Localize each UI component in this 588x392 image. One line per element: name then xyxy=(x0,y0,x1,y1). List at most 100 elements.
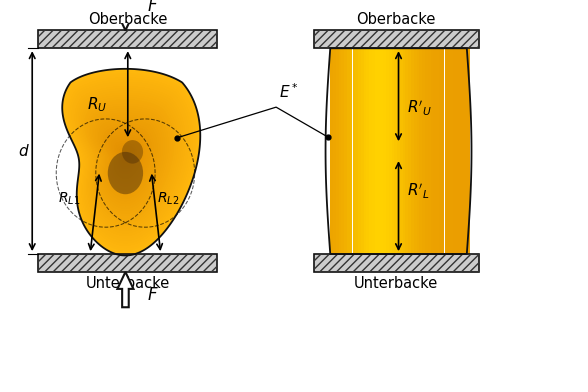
Polygon shape xyxy=(105,128,150,189)
Bar xyxy=(377,48,380,254)
Bar xyxy=(439,48,442,254)
Bar xyxy=(330,48,333,254)
Polygon shape xyxy=(78,91,182,231)
Polygon shape xyxy=(83,97,176,223)
Polygon shape xyxy=(103,126,152,191)
Polygon shape xyxy=(76,89,183,233)
Polygon shape xyxy=(97,117,159,201)
Polygon shape xyxy=(89,106,169,213)
Text: Oberbacke: Oberbacke xyxy=(88,12,168,27)
Bar xyxy=(314,31,479,48)
Polygon shape xyxy=(75,86,185,236)
Polygon shape xyxy=(118,0,133,31)
Polygon shape xyxy=(121,150,131,164)
Polygon shape xyxy=(100,122,155,196)
Text: $E^*$: $E^*$ xyxy=(279,83,299,102)
Bar xyxy=(450,48,453,254)
Bar xyxy=(453,48,456,254)
Bar xyxy=(459,48,461,254)
Polygon shape xyxy=(92,111,165,209)
Bar xyxy=(417,48,419,254)
Bar xyxy=(38,254,217,272)
Polygon shape xyxy=(69,78,193,245)
Bar xyxy=(464,48,467,254)
Bar xyxy=(361,48,363,254)
Bar xyxy=(425,48,427,254)
Bar xyxy=(422,48,425,254)
Polygon shape xyxy=(79,93,180,228)
Polygon shape xyxy=(62,69,201,256)
Bar xyxy=(380,48,383,254)
Bar xyxy=(400,48,403,254)
Bar xyxy=(447,48,450,254)
Bar xyxy=(442,48,445,254)
Polygon shape xyxy=(119,148,133,167)
Bar xyxy=(414,48,416,254)
Bar xyxy=(333,48,336,254)
Bar xyxy=(403,48,406,254)
Bar xyxy=(389,48,392,254)
Polygon shape xyxy=(124,154,128,159)
Polygon shape xyxy=(84,100,174,221)
Polygon shape xyxy=(111,137,142,179)
Bar xyxy=(456,48,459,254)
Polygon shape xyxy=(106,130,148,186)
Bar xyxy=(408,48,411,254)
Bar xyxy=(369,48,372,254)
Polygon shape xyxy=(64,71,198,253)
Text: $R_U$: $R_U$ xyxy=(87,95,107,114)
Bar xyxy=(386,48,389,254)
Polygon shape xyxy=(118,145,135,169)
Bar xyxy=(467,48,470,254)
Text: Oberbacke: Oberbacke xyxy=(356,12,436,27)
Bar xyxy=(336,48,339,254)
Polygon shape xyxy=(65,73,196,250)
Bar xyxy=(353,48,355,254)
Text: Unterbacke: Unterbacke xyxy=(354,276,438,291)
Bar xyxy=(428,48,430,254)
Polygon shape xyxy=(116,143,136,171)
Polygon shape xyxy=(72,82,189,241)
Polygon shape xyxy=(122,152,129,162)
Text: $R'_U$: $R'_U$ xyxy=(407,99,432,118)
Text: $R'_L$: $R'_L$ xyxy=(407,181,430,201)
Polygon shape xyxy=(86,102,172,218)
Bar xyxy=(392,48,395,254)
Bar xyxy=(364,48,366,254)
Polygon shape xyxy=(99,119,157,199)
Polygon shape xyxy=(95,115,161,203)
Bar xyxy=(347,48,350,254)
Bar xyxy=(397,48,400,254)
Bar xyxy=(314,31,479,48)
Bar xyxy=(461,48,464,254)
Polygon shape xyxy=(70,80,191,243)
Polygon shape xyxy=(113,139,141,176)
Bar xyxy=(445,48,447,254)
Polygon shape xyxy=(94,113,163,206)
Bar xyxy=(38,31,217,48)
Bar xyxy=(314,254,479,272)
Bar xyxy=(436,48,439,254)
Text: $F$: $F$ xyxy=(146,287,158,305)
Polygon shape xyxy=(81,95,178,226)
Bar xyxy=(419,48,422,254)
Bar xyxy=(383,48,386,254)
Text: $R_{L2}$: $R_{L2}$ xyxy=(156,191,179,207)
Bar xyxy=(372,48,375,254)
Bar xyxy=(344,48,347,254)
Bar xyxy=(38,31,217,48)
Polygon shape xyxy=(91,108,166,211)
Bar xyxy=(350,48,352,254)
Polygon shape xyxy=(109,134,144,181)
Polygon shape xyxy=(108,132,146,184)
Polygon shape xyxy=(115,141,139,174)
Text: $F$: $F$ xyxy=(146,0,158,15)
Bar xyxy=(433,48,436,254)
Polygon shape xyxy=(74,84,187,238)
Bar xyxy=(342,48,344,254)
Bar xyxy=(358,48,361,254)
Text: $R_{L1}$: $R_{L1}$ xyxy=(58,191,80,207)
Polygon shape xyxy=(118,272,133,307)
Ellipse shape xyxy=(108,152,143,194)
Text: $d$: $d$ xyxy=(18,143,29,159)
